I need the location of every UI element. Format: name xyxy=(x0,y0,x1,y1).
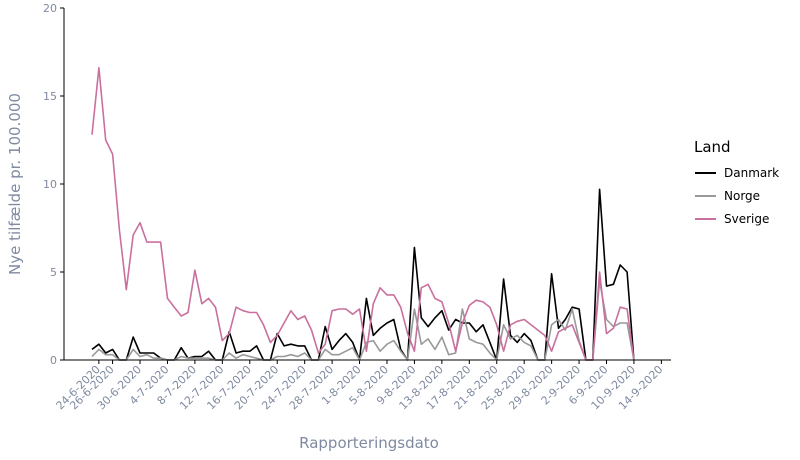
legend-label-danmark: Danmark xyxy=(724,166,779,180)
y-tick-label: 5 xyxy=(50,266,57,279)
y-tick-label: 0 xyxy=(50,354,57,367)
legend-title: Land xyxy=(694,138,731,156)
y-axis-ticks: 0 5 10 15 20 xyxy=(43,2,64,367)
legend-label-norge: Norge xyxy=(724,189,760,203)
series-line-sverige xyxy=(91,67,635,361)
y-tick-label: 15 xyxy=(43,90,57,103)
legend: Land Danmark Norge Sverige xyxy=(694,138,779,226)
x-axis-title: Rapporteringsdato xyxy=(299,434,439,452)
y-tick-label: 10 xyxy=(43,178,57,191)
series-layer xyxy=(91,67,635,361)
y-axis-title: Nye tilfælde pr. 100.000 xyxy=(6,93,24,275)
x-axis-ticks: 24-6-202026-6-202030-6-20204-7-20208-7-2… xyxy=(54,360,666,412)
legend-label-sverige: Sverige xyxy=(724,212,769,226)
y-tick-label: 20 xyxy=(43,2,57,15)
